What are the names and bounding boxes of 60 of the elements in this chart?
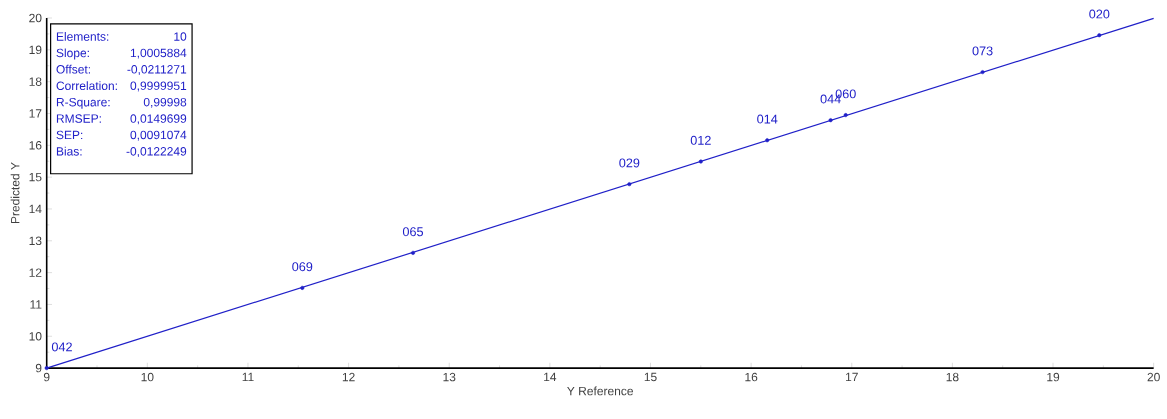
y-tick-label: 10 bbox=[29, 332, 42, 341]
annotation: SEP: bbox=[56, 130, 83, 140]
annotation: 020 bbox=[1089, 9, 1110, 19]
annotation: Elements: bbox=[56, 32, 109, 41]
annotation: -0,0122249 bbox=[126, 147, 187, 158]
point bbox=[411, 250, 415, 255]
annotation: 1,0005884 bbox=[130, 48, 187, 59]
x-tick-label: 14 bbox=[544, 372, 557, 382]
x-tick-label: 13 bbox=[443, 372, 456, 382]
x-tick-label: 12 bbox=[342, 372, 355, 382]
annotation: 029 bbox=[619, 158, 640, 168]
y-tick-label: 9 bbox=[35, 363, 42, 373]
y-tick-label: 18 bbox=[29, 77, 42, 87]
annotation: 0,0149699 bbox=[130, 114, 187, 125]
point bbox=[627, 182, 632, 187]
annotation: 012 bbox=[690, 135, 711, 145]
annotation: 0,99998 bbox=[143, 98, 187, 108]
x-tick-label: 15 bbox=[644, 372, 657, 382]
x-tick-label: 17 bbox=[846, 372, 858, 382]
x-tick-label: 18 bbox=[946, 372, 959, 382]
x-tick-label: 19 bbox=[1047, 372, 1060, 382]
x-tick-label: 9 bbox=[43, 372, 50, 382]
y-tick-label: 11 bbox=[30, 300, 42, 309]
y-tick-label: 20 bbox=[29, 13, 42, 23]
x-tick-label: 16 bbox=[745, 372, 758, 382]
y-tick-label: 13 bbox=[29, 236, 42, 246]
y-axis-title: Predicted Y bbox=[10, 162, 20, 224]
annotation: 069 bbox=[292, 262, 313, 272]
x-axis-title: Y Reference bbox=[567, 386, 633, 396]
annotation: -0,0211271 bbox=[127, 65, 187, 76]
annotation: 10 bbox=[174, 32, 187, 41]
y-tick-label: 16 bbox=[29, 141, 42, 150]
y-tick-label: 15 bbox=[29, 173, 42, 182]
x-tick-label: 11 bbox=[242, 372, 254, 382]
y-tick-label: 12 bbox=[29, 268, 42, 277]
annotation: 042 bbox=[51, 342, 72, 352]
point bbox=[698, 159, 703, 164]
annotation: Offset: bbox=[56, 64, 90, 74]
point bbox=[44, 366, 49, 371]
x-tick-label: 10 bbox=[141, 372, 154, 382]
annotation: 0,0091074 bbox=[130, 130, 187, 141]
annotation: Slope: bbox=[56, 48, 89, 60]
point bbox=[828, 118, 833, 123]
y-tick-label: 19 bbox=[29, 45, 42, 55]
annotation: R-Square: bbox=[56, 98, 110, 109]
x-tick-label: 20 bbox=[1147, 372, 1160, 382]
point bbox=[765, 138, 770, 143]
y-tick-label: 14 bbox=[29, 204, 42, 214]
point bbox=[1097, 33, 1102, 38]
y-tick-label: 17 bbox=[29, 109, 42, 118]
annotation: 065 bbox=[402, 227, 424, 237]
annotation: Bias: bbox=[56, 146, 82, 156]
point bbox=[300, 286, 305, 291]
annotation: 014 bbox=[757, 114, 778, 124]
annotation: 073 bbox=[972, 46, 993, 56]
annotation: RMSEP: bbox=[56, 114, 101, 123]
annotation: Correlation: bbox=[56, 81, 117, 91]
point bbox=[843, 113, 848, 118]
annotation: 0,9999951 bbox=[130, 81, 187, 92]
point bbox=[980, 70, 985, 75]
